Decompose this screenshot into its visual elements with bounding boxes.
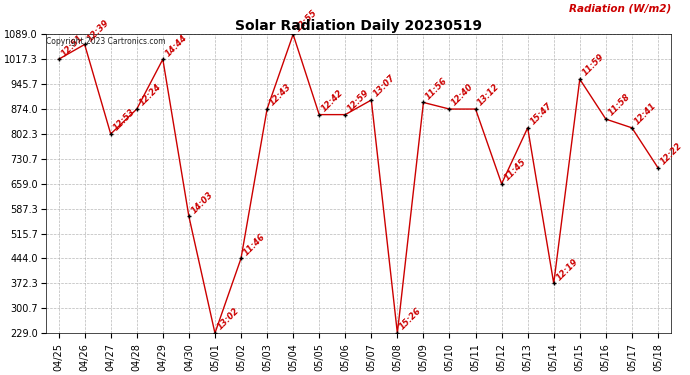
Point — [210, 330, 221, 336]
Point — [235, 255, 246, 261]
Text: 12:53: 12:53 — [111, 107, 137, 133]
Point — [549, 280, 560, 286]
Point — [627, 125, 638, 131]
Text: 13:12: 13:12 — [476, 82, 502, 108]
Text: 11:59: 11:59 — [580, 53, 606, 78]
Point — [131, 106, 142, 112]
Point — [522, 125, 533, 131]
Point — [157, 56, 168, 62]
Text: 12:59: 12:59 — [346, 88, 371, 113]
Text: 13:07: 13:07 — [372, 73, 397, 99]
Point — [105, 131, 116, 137]
Point — [79, 42, 90, 48]
Point — [653, 165, 664, 171]
Text: 14:44: 14:44 — [164, 33, 189, 58]
Text: 12:55: 12:55 — [294, 8, 319, 33]
Text: 11:58: 11:58 — [607, 92, 632, 118]
Text: 13:02: 13:02 — [215, 306, 241, 332]
Text: Radiation (W/m2): Radiation (W/m2) — [569, 3, 671, 13]
Point — [184, 213, 195, 219]
Point — [444, 106, 455, 112]
Text: 12:40: 12:40 — [450, 82, 475, 108]
Text: 12:39: 12:39 — [86, 18, 110, 43]
Point — [392, 330, 403, 336]
Point — [288, 32, 299, 38]
Text: 12:24: 12:24 — [137, 82, 163, 108]
Point — [600, 116, 611, 122]
Point — [53, 56, 64, 62]
Text: 12:42: 12:42 — [319, 88, 345, 113]
Point — [314, 112, 325, 118]
Text: 11:46: 11:46 — [241, 232, 267, 257]
Point — [418, 99, 429, 105]
Text: 12:51: 12:51 — [59, 33, 85, 58]
Text: 15:47: 15:47 — [529, 101, 553, 126]
Text: 12:43: 12:43 — [268, 82, 293, 108]
Point — [262, 106, 273, 112]
Point — [366, 97, 377, 103]
Text: 12:22: 12:22 — [658, 141, 684, 166]
Text: 11:56: 11:56 — [424, 76, 449, 101]
Text: 12:41: 12:41 — [633, 101, 658, 126]
Point — [470, 106, 481, 112]
Text: 14:03: 14:03 — [190, 190, 215, 215]
Text: 11:45: 11:45 — [502, 157, 528, 182]
Text: 12:19: 12:19 — [554, 256, 580, 282]
Point — [496, 181, 507, 187]
Point — [574, 76, 585, 82]
Text: 15:26: 15:26 — [398, 306, 424, 332]
Point — [339, 112, 351, 118]
Title: Solar Radiation Daily 20230519: Solar Radiation Daily 20230519 — [235, 19, 482, 33]
Text: Copyright 2023 Cartronics.com: Copyright 2023 Cartronics.com — [46, 38, 166, 46]
